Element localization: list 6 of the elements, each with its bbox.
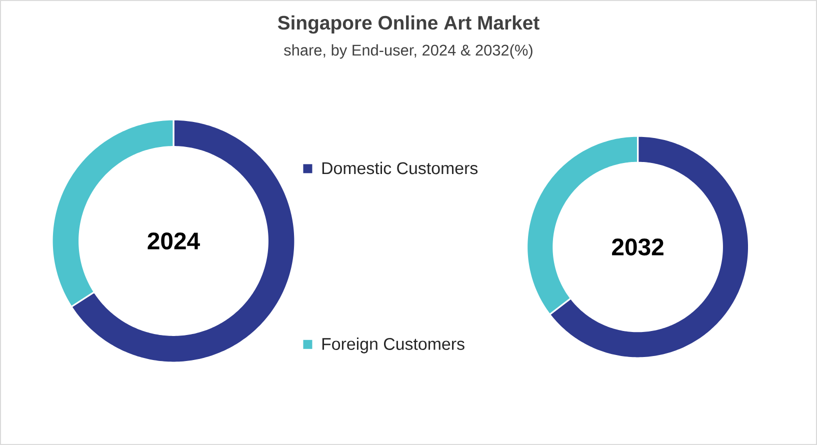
text: 2024 (148, 232, 200, 250)
legend-label: Domestic Customers (322, 162, 478, 174)
chart-title: Singapore Online Art Market (278, 15, 540, 34)
text: 2032 (612, 238, 664, 256)
legend-label: Foreign Customers (322, 338, 464, 354)
chart-subtitle: share, by End-user, 2024 & 2032(%) (284, 44, 532, 59)
